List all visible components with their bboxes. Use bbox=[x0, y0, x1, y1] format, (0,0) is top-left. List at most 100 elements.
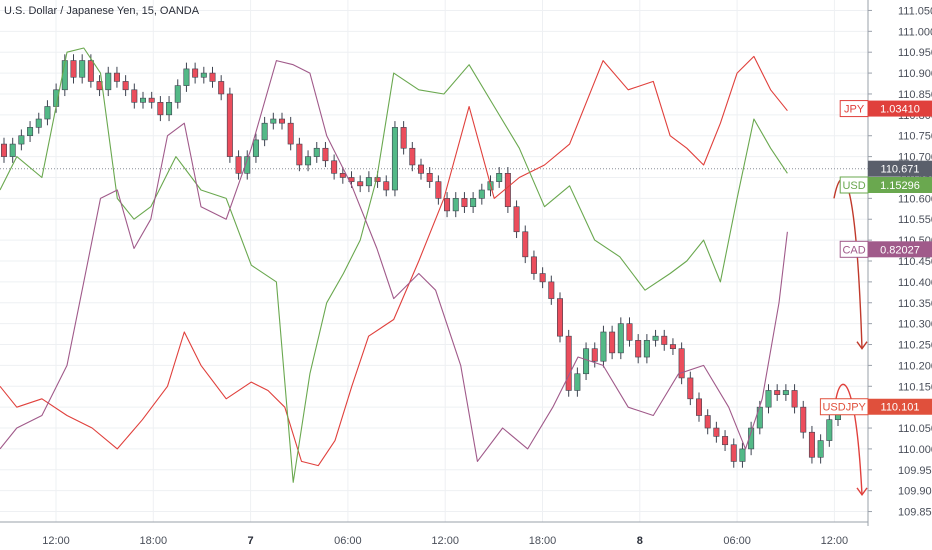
candle-down bbox=[383, 181, 390, 191]
candle-up bbox=[365, 177, 372, 187]
forecast-arrow-lower-head bbox=[856, 487, 868, 497]
candle-down bbox=[322, 147, 329, 162]
candle-down bbox=[513, 206, 520, 233]
y-tick-label: 111.000 bbox=[898, 26, 932, 38]
candle-up bbox=[313, 147, 320, 157]
x-tick-label: 06:00 bbox=[723, 535, 751, 547]
series-line-cad bbox=[0, 60, 788, 462]
y-tick-label: 110.300 bbox=[898, 319, 932, 331]
candle-up bbox=[140, 97, 146, 103]
y-tick-label: 110.150 bbox=[898, 381, 932, 393]
candle-up bbox=[574, 373, 581, 391]
candle-down bbox=[70, 60, 77, 78]
candle-down bbox=[235, 156, 242, 174]
y-tick-label: 110.700 bbox=[898, 152, 932, 164]
candle-down bbox=[548, 281, 555, 299]
candle-down bbox=[218, 81, 225, 95]
candle-down bbox=[504, 173, 511, 208]
candle-down bbox=[1, 143, 7, 157]
badge-value: 1.15296 bbox=[880, 180, 920, 192]
badge-value-box bbox=[868, 176, 932, 193]
candle-down bbox=[522, 231, 529, 258]
candle-down bbox=[557, 298, 563, 337]
candle-down bbox=[209, 72, 216, 82]
candle-down bbox=[704, 415, 711, 429]
candle-up bbox=[391, 127, 398, 191]
candle-down bbox=[296, 143, 303, 166]
badge-value: 110.101 bbox=[881, 402, 920, 414]
candle-up bbox=[200, 72, 207, 78]
x-tick-label: 06:00 bbox=[334, 535, 362, 547]
badge-value: 0.82027 bbox=[880, 244, 920, 256]
price-badges: JPY 1.03410 USD 1.15296 CAD 0.82027 USDJPY 110.… bbox=[819, 100, 932, 416]
candle-down bbox=[409, 147, 416, 166]
candle-down bbox=[687, 377, 694, 400]
candle-down bbox=[808, 431, 815, 458]
x-tick-label: 12:00 bbox=[431, 535, 459, 547]
candle-down bbox=[774, 390, 781, 395]
candle-down bbox=[339, 173, 346, 178]
y-tick-label: 111.050 bbox=[898, 5, 932, 17]
candle-down bbox=[131, 89, 138, 103]
y-tick-label: 110.350 bbox=[898, 298, 932, 310]
candle-down bbox=[530, 256, 537, 274]
candle-up bbox=[583, 348, 590, 375]
candle-down bbox=[661, 335, 668, 345]
forecast-arrow-upper-head bbox=[856, 341, 868, 350]
candle-down bbox=[591, 348, 598, 362]
candle-up bbox=[478, 189, 485, 199]
candle-up bbox=[18, 135, 25, 145]
candle-up bbox=[9, 143, 16, 157]
x-tick-label: 8 bbox=[637, 535, 643, 547]
y-tick-label: 110.000 bbox=[898, 444, 932, 456]
candle-down bbox=[374, 177, 381, 182]
current-price-value: 110.671 bbox=[881, 164, 920, 176]
candle-up bbox=[270, 118, 277, 124]
candle-down bbox=[713, 427, 720, 437]
badge-value: 1.03410 bbox=[880, 104, 920, 116]
y-tick-label: 110.250 bbox=[898, 340, 932, 352]
badge-name: CAD bbox=[842, 244, 865, 256]
candle-up bbox=[27, 127, 34, 137]
series-lines bbox=[0, 47, 788, 483]
candle-down bbox=[444, 198, 451, 212]
y-tick-label: 109.900 bbox=[898, 486, 932, 498]
candle-up bbox=[105, 72, 112, 91]
candle-up bbox=[166, 102, 173, 116]
y-tick-label: 109.950 bbox=[898, 465, 932, 477]
badge-name: JPY bbox=[844, 104, 865, 116]
current-price-badge bbox=[868, 160, 932, 177]
candle-down bbox=[461, 198, 468, 208]
candle-down bbox=[626, 323, 633, 341]
candle-down bbox=[418, 164, 424, 174]
candle-up bbox=[782, 390, 789, 395]
candle-up bbox=[261, 122, 268, 141]
candle-down bbox=[426, 173, 433, 182]
candle-up bbox=[252, 139, 259, 157]
candle-down bbox=[539, 273, 546, 283]
candles bbox=[1, 54, 841, 468]
x-tick-label: 18:00 bbox=[140, 535, 168, 547]
candle-down bbox=[87, 60, 94, 82]
y-tick-label: 110.550 bbox=[898, 214, 932, 226]
candle-down bbox=[800, 406, 807, 433]
y-tick-label: 110.600 bbox=[898, 193, 932, 205]
x-tick-label: 12:00 bbox=[821, 535, 849, 547]
candle-down bbox=[113, 72, 120, 82]
candle-up bbox=[765, 390, 772, 408]
candle-down bbox=[157, 102, 164, 116]
candle-up bbox=[470, 198, 477, 208]
candle-down bbox=[435, 181, 442, 199]
y-tick-label: 110.900 bbox=[898, 68, 932, 80]
badge-name: USDJPY bbox=[822, 402, 866, 414]
candle-up bbox=[174, 85, 181, 103]
candle-down bbox=[279, 118, 285, 124]
y-tick-label: 110.400 bbox=[898, 277, 932, 289]
candle-down bbox=[722, 436, 729, 446]
candle-down bbox=[400, 127, 407, 149]
candle-up bbox=[826, 419, 833, 441]
y-tick-label: 110.050 bbox=[898, 423, 932, 435]
candle-up bbox=[617, 323, 624, 354]
